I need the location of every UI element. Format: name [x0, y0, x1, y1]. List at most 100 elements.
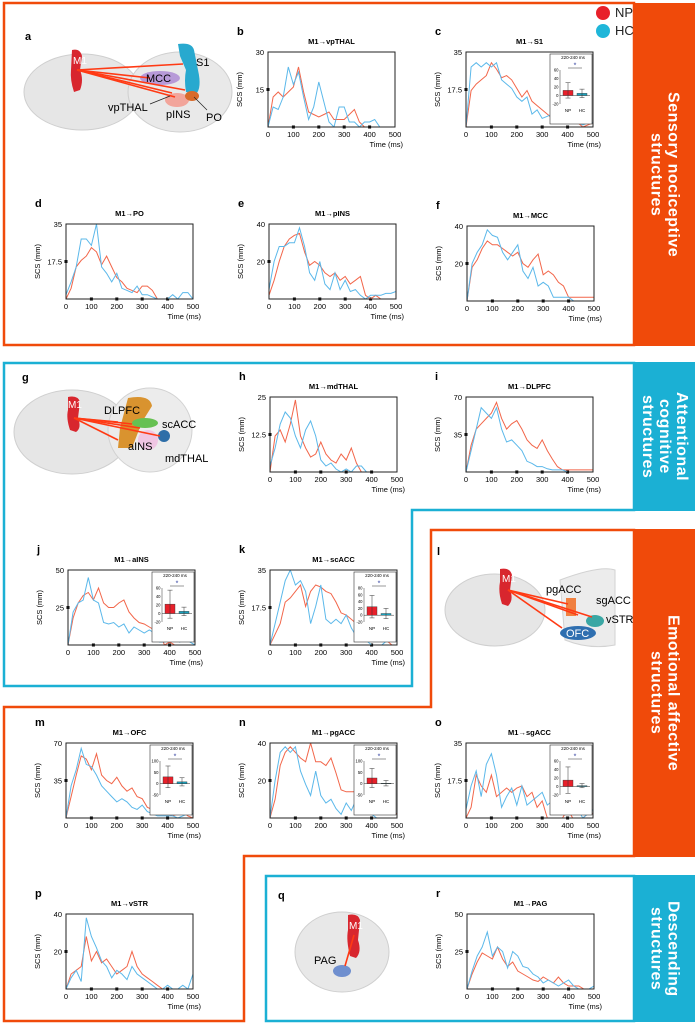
series-line-np	[268, 66, 395, 127]
x-tick-label: 400	[363, 130, 376, 139]
brain-icon	[294, 911, 390, 993]
inset-y-tick-label: 20	[156, 603, 161, 608]
y-axis-label: SCS (mm)	[33, 763, 42, 798]
connection-arrow	[344, 934, 355, 967]
inset-x-label: HC	[383, 799, 390, 804]
x-tick-label: 0	[464, 821, 468, 830]
vstr-region	[586, 615, 604, 627]
x-tick-label: 100	[289, 648, 302, 657]
m1-region	[499, 568, 512, 606]
panel-letter: e	[238, 198, 244, 210]
inset-y-tick-label: 0	[556, 784, 559, 789]
series-line-hc	[270, 570, 397, 645]
x-axis-label: Time (ms)	[372, 485, 406, 494]
x-tick-label: 200	[315, 821, 328, 830]
x-axis-label: Time (ms)	[370, 140, 404, 149]
y-tick-label: 40	[455, 222, 463, 231]
chart-d: d M1→PO SCS (mm) 17.5 35 0 100 200 300 400 500Time…	[33, 198, 201, 321]
label-mcc: MCC	[146, 73, 171, 85]
mdthal-region	[158, 430, 170, 442]
inset-y-tick-label: 100	[356, 759, 364, 764]
scacc-region	[132, 418, 158, 428]
x-tick-label: 500	[187, 992, 200, 1001]
inset-x-label: HC	[179, 799, 186, 804]
inset-y-tick-label: -20	[552, 102, 559, 107]
label-sgacc: sgACC	[596, 595, 631, 607]
x-axis-label: Time (ms)	[168, 1002, 202, 1011]
x-tick-label: 0	[64, 821, 68, 830]
label-vpthal: vpTHAL	[108, 102, 148, 114]
y-tick-label: 40	[258, 739, 266, 748]
inset-y-tick-label: 40	[358, 599, 363, 604]
y-tick-label: 70	[54, 739, 62, 748]
plot-frame	[269, 396, 398, 473]
section-label-emotional: Emotional affective structures	[634, 529, 695, 857]
inset-y-tick-label: -50	[152, 793, 159, 798]
x-tick-label: 200	[111, 302, 124, 311]
inset-y-tick-label: 0	[156, 781, 159, 786]
x-tick-label: 500	[588, 992, 601, 1001]
x-tick-label: 500	[389, 130, 402, 139]
x-axis-label: Time (ms)	[568, 485, 602, 494]
y-tick-label: 12.5	[251, 431, 266, 440]
x-tick-label: 0	[268, 475, 272, 484]
x-axis-label: Time (ms)	[569, 314, 603, 323]
inset-title: 220-240 ms	[365, 573, 390, 578]
inset-y-tick-label: 100	[152, 759, 160, 764]
x-tick-label: 200	[315, 648, 328, 657]
inset-x-label: HC	[579, 799, 586, 804]
x-tick-label: 100	[486, 304, 499, 313]
series-line-np	[467, 240, 594, 301]
panel-letter: a	[25, 31, 32, 43]
panel-letter: l	[437, 546, 440, 558]
x-tick-label: 300	[340, 821, 353, 830]
y-axis-label: SCS (mm)	[434, 934, 443, 969]
series-line-hc	[467, 930, 594, 989]
plot-frame	[269, 569, 398, 646]
x-tick-label: 300	[136, 302, 149, 311]
inset-x-label: NP	[565, 108, 571, 113]
label-ains: aINS	[128, 441, 152, 453]
inset-y-tick-label: -50	[356, 793, 363, 798]
x-tick-label: 100	[289, 821, 302, 830]
x-tick-label: 200	[511, 821, 524, 830]
brain-diagram-a: a M1 S1 MCC vpTHAL pINS PO	[23, 31, 233, 133]
x-tick-label: 300	[339, 302, 352, 311]
x-tick-label: 200	[511, 130, 524, 139]
y-tick-label: 15	[256, 86, 264, 95]
x-tick-label: 400	[365, 821, 378, 830]
inset-y-tick-label: 0	[360, 613, 363, 618]
x-tick-label: 100	[485, 475, 498, 484]
significance-star: *	[174, 754, 177, 761]
x-tick-label: 0	[64, 992, 68, 1001]
inset-y-tick-label: 50	[358, 770, 363, 775]
inset-y-tick-label: 20	[554, 776, 559, 781]
x-tick-label: 400	[562, 304, 575, 313]
x-tick-label: 0	[268, 821, 272, 830]
y-tick-label: 50	[455, 910, 463, 919]
x-tick-label: 200	[512, 304, 525, 313]
x-tick-label: 400	[365, 648, 378, 657]
y-tick-label: 70	[454, 393, 462, 402]
legend-label: HC	[615, 23, 634, 38]
x-tick-label: 300	[536, 821, 549, 830]
panel-letter: m	[35, 717, 45, 729]
x-axis-label: Time (ms)	[569, 1002, 603, 1011]
y-axis-label: SCS (mm)	[434, 246, 443, 281]
chart-title: M1→mdTHAL	[309, 382, 359, 391]
chart-i: i M1→DLPFC SCS (mm) 35 70 0 100 200 300 400 500Tim…	[433, 371, 601, 494]
panel-letter: n	[239, 717, 246, 729]
plot-frame	[465, 396, 594, 473]
inset-y-tick-label: 0	[158, 611, 161, 616]
inset-y-tick-label: -20	[356, 620, 363, 625]
inset-y-tick-label: 20	[554, 85, 559, 90]
y-axis-label: SCS (mm)	[237, 590, 246, 625]
y-tick-label: 35	[454, 739, 462, 748]
x-tick-label: 0	[267, 302, 271, 311]
x-tick-label: 500	[391, 475, 404, 484]
panel-letter: b	[237, 26, 244, 38]
series-line-hc	[66, 917, 193, 989]
chart-h: h M1→mdTHAL SCS (mm) 12.5 25 0 100 200 300 400 500…	[237, 371, 405, 494]
